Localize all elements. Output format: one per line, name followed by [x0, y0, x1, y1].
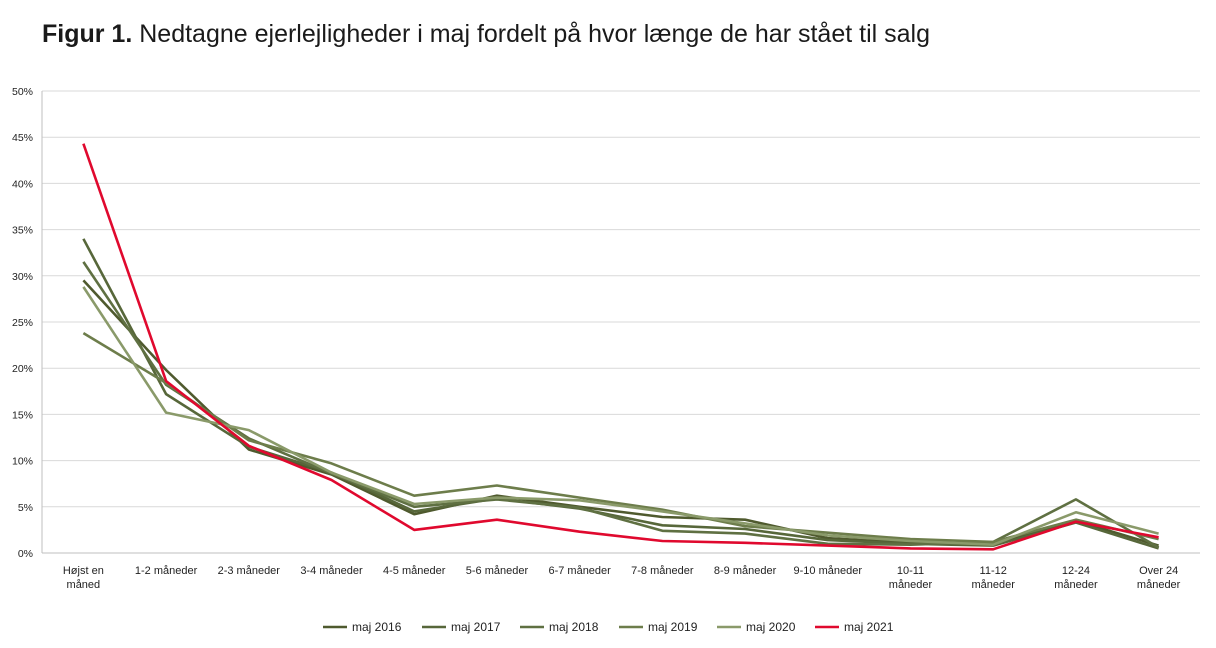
chart-title: Figur 1. Nedtagne ejerlejligheder i maj …: [42, 20, 930, 49]
y-tick-label: 50%: [12, 86, 33, 98]
x-tick-label: 6-7 måneder: [548, 565, 611, 577]
y-tick-label: 35%: [12, 225, 33, 237]
x-tick-label: 8-9 måneder: [714, 565, 777, 577]
x-tick-label: 3-4 måneder: [300, 565, 363, 577]
y-tick-label: 10%: [12, 456, 33, 468]
series-line: [82, 238, 1159, 550]
legend-label: maj 2016: [352, 620, 402, 634]
y-tick-label: 15%: [12, 409, 33, 421]
x-tick-label: 4-5 måneder: [383, 565, 446, 577]
legend-label: maj 2020: [746, 620, 796, 634]
y-tick-label: 20%: [12, 363, 33, 375]
y-tick-label: 5%: [18, 502, 33, 514]
x-tick-label: 7-8 måneder: [631, 565, 694, 577]
legend-label: maj 2018: [549, 620, 599, 634]
legend-label: maj 2017: [451, 620, 501, 634]
legend-label: maj 2019: [648, 620, 698, 634]
x-tick-label: 1-2 måneder: [135, 565, 198, 577]
legend-label: maj 2021: [844, 620, 894, 634]
chart-title-prefix: Figur 1.: [42, 20, 133, 48]
y-tick-label: 40%: [12, 178, 33, 190]
x-tick-label: 5-6 måneder: [466, 565, 529, 577]
x-tick-label: 12-24 måneder: [1054, 565, 1098, 591]
series-line: [82, 331, 1159, 544]
y-tick-label: 45%: [12, 132, 33, 144]
x-tick-label: Over 24 måneder: [1137, 565, 1181, 591]
chart-title-text: Nedtagne ejerlejligheder i maj fordelt p…: [139, 20, 930, 48]
x-tick-label: 9-10 måneder: [794, 565, 863, 577]
x-tick-label: Højst en måned: [63, 565, 104, 591]
x-tick-label: 10-11 måneder: [889, 565, 933, 591]
y-tick-label: 0%: [18, 548, 33, 560]
y-tick-label: 30%: [12, 271, 33, 283]
series-line: [82, 143, 1159, 551]
x-tick-label: 2-3 måneder: [218, 565, 281, 577]
y-tick-label: 25%: [12, 317, 33, 329]
series-line: [82, 286, 1159, 547]
x-tick-label: 11-12 måneder: [972, 565, 1016, 591]
